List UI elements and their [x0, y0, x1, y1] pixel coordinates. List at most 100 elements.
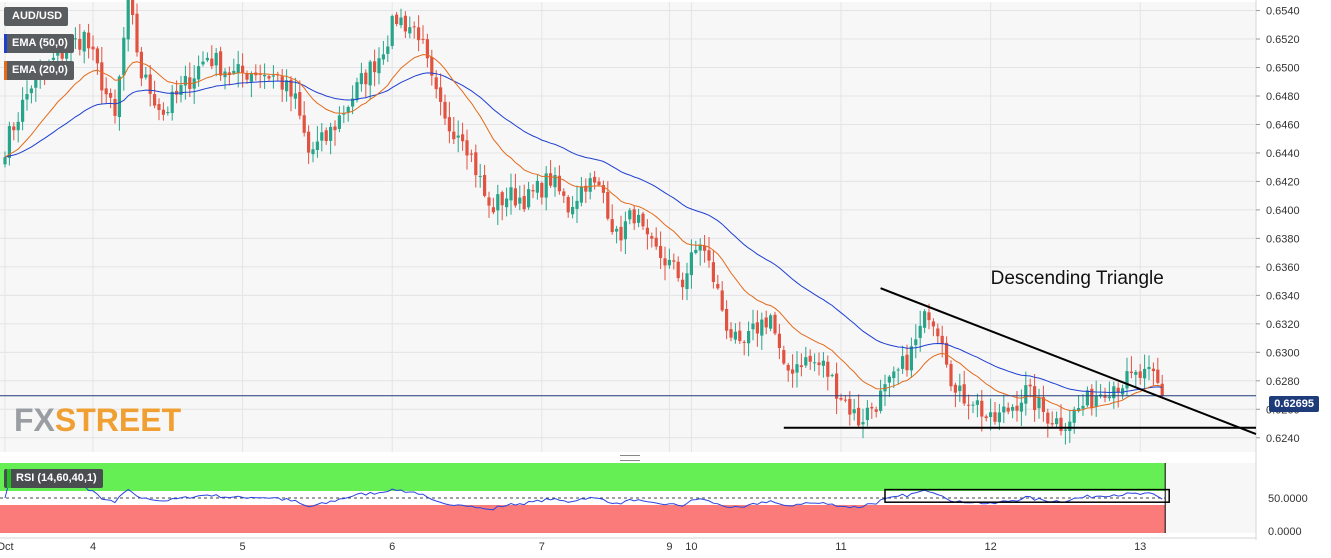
ema20-line: [4, 54, 1163, 412]
candle-body: [1050, 423, 1054, 425]
x-tick-label: 12: [984, 541, 996, 553]
pane-splitter-handle[interactable]: [620, 455, 640, 461]
symbol-tag[interactable]: AUD/USD: [4, 7, 69, 26]
candle-body: [210, 58, 214, 67]
candle-body: [729, 329, 733, 338]
candle-body: [1019, 402, 1023, 412]
ema50-tag[interactable]: EMA (50,0): [4, 34, 74, 53]
candle-body: [487, 197, 491, 206]
candle-body: [478, 175, 482, 177]
symbol-label: AUD/USD: [12, 10, 63, 22]
candle-body: [430, 56, 434, 76]
candle-body: [971, 404, 975, 406]
y-tick-label: 0.6320: [1266, 319, 1300, 331]
rsi-tick-label: 0.0000: [1268, 526, 1302, 538]
candle-body: [676, 261, 680, 279]
candle-body: [540, 182, 544, 198]
candle-body: [509, 187, 513, 201]
candle-body: [861, 422, 865, 425]
ema50-line: [4, 72, 1163, 394]
candle-body: [843, 399, 847, 401]
candle-body: [821, 360, 825, 366]
candle-body: [386, 46, 390, 54]
y-tick-label: 0.6460: [1266, 119, 1300, 131]
x-tick-label: 9: [666, 541, 672, 553]
candle-body: [707, 250, 711, 261]
candle-body: [962, 384, 966, 404]
candle-body: [377, 58, 381, 74]
candle-body: [659, 245, 663, 259]
candle-body: [637, 214, 641, 223]
candle-body: [945, 342, 949, 365]
candle-body: [742, 341, 746, 343]
candle-body: [236, 64, 240, 74]
candle-body: [219, 51, 223, 76]
candle-body: [29, 88, 33, 94]
candle-body: [390, 15, 394, 46]
candle-body: [755, 322, 759, 334]
candle-body: [813, 362, 817, 364]
candle-body: [918, 325, 922, 338]
x-tick-label: 4: [90, 541, 96, 553]
candle-body: [975, 400, 979, 405]
candle-body: [909, 346, 913, 371]
candle-body: [135, 13, 139, 53]
x-tick-label: 5: [240, 541, 246, 553]
candle-body: [527, 189, 531, 208]
candle-body: [619, 226, 623, 241]
candle-body: [650, 236, 654, 239]
candle-body: [936, 328, 940, 337]
candle-body: [826, 361, 830, 377]
candle-body: [751, 323, 755, 330]
candle-body: [73, 38, 77, 40]
rsi-tag[interactable]: RSI (14,60,40,1): [4, 469, 103, 488]
candle-body: [1125, 371, 1129, 389]
rsi-overbought-band: [0, 463, 1166, 491]
candle-body: [483, 174, 487, 196]
candle-body: [249, 73, 253, 82]
candle-body: [1077, 408, 1081, 412]
candle-body: [989, 412, 993, 418]
candle-body: [320, 132, 324, 141]
candle-body: [720, 290, 724, 311]
x-tick-label: Oct: [0, 541, 14, 553]
ema20-tag[interactable]: EMA (20,0): [4, 61, 74, 80]
candle-body: [667, 259, 671, 266]
candle-body: [417, 27, 421, 41]
candle-body: [769, 315, 773, 329]
x-tick-label: 11: [835, 541, 846, 553]
y-tick-label: 0.6280: [1266, 376, 1300, 388]
candle-body: [760, 319, 764, 336]
candle-body: [879, 390, 883, 411]
candle-body: [931, 321, 935, 327]
candle-body: [940, 335, 944, 345]
candle-body: [122, 37, 126, 76]
candle-body: [443, 101, 447, 119]
candle-body: [623, 221, 627, 240]
candle-body: [839, 397, 843, 400]
candle-body: [333, 126, 337, 131]
rsi-color-bar: [7, 469, 11, 488]
candle-body: [144, 74, 148, 78]
candle-body: [1090, 388, 1094, 408]
candle-body: [496, 194, 500, 211]
candle-body: [474, 152, 478, 176]
candle-body: [1015, 405, 1019, 411]
candle-body: [346, 106, 350, 113]
candle-body: [329, 126, 333, 141]
candle-body: [311, 149, 315, 155]
candle-body: [1085, 390, 1089, 406]
y-tick-label: 0.6340: [1266, 290, 1300, 302]
candle-body: [593, 176, 597, 183]
candle-body: [1134, 371, 1138, 375]
candle-body: [575, 200, 579, 209]
candle-body: [1121, 388, 1125, 395]
candle-body: [887, 376, 891, 383]
candle-body: [403, 15, 407, 32]
candle-body: [439, 87, 443, 102]
candle-body: [201, 61, 205, 65]
candle-body: [408, 27, 412, 34]
candle-body: [1037, 397, 1041, 409]
candle-body: [302, 115, 306, 133]
